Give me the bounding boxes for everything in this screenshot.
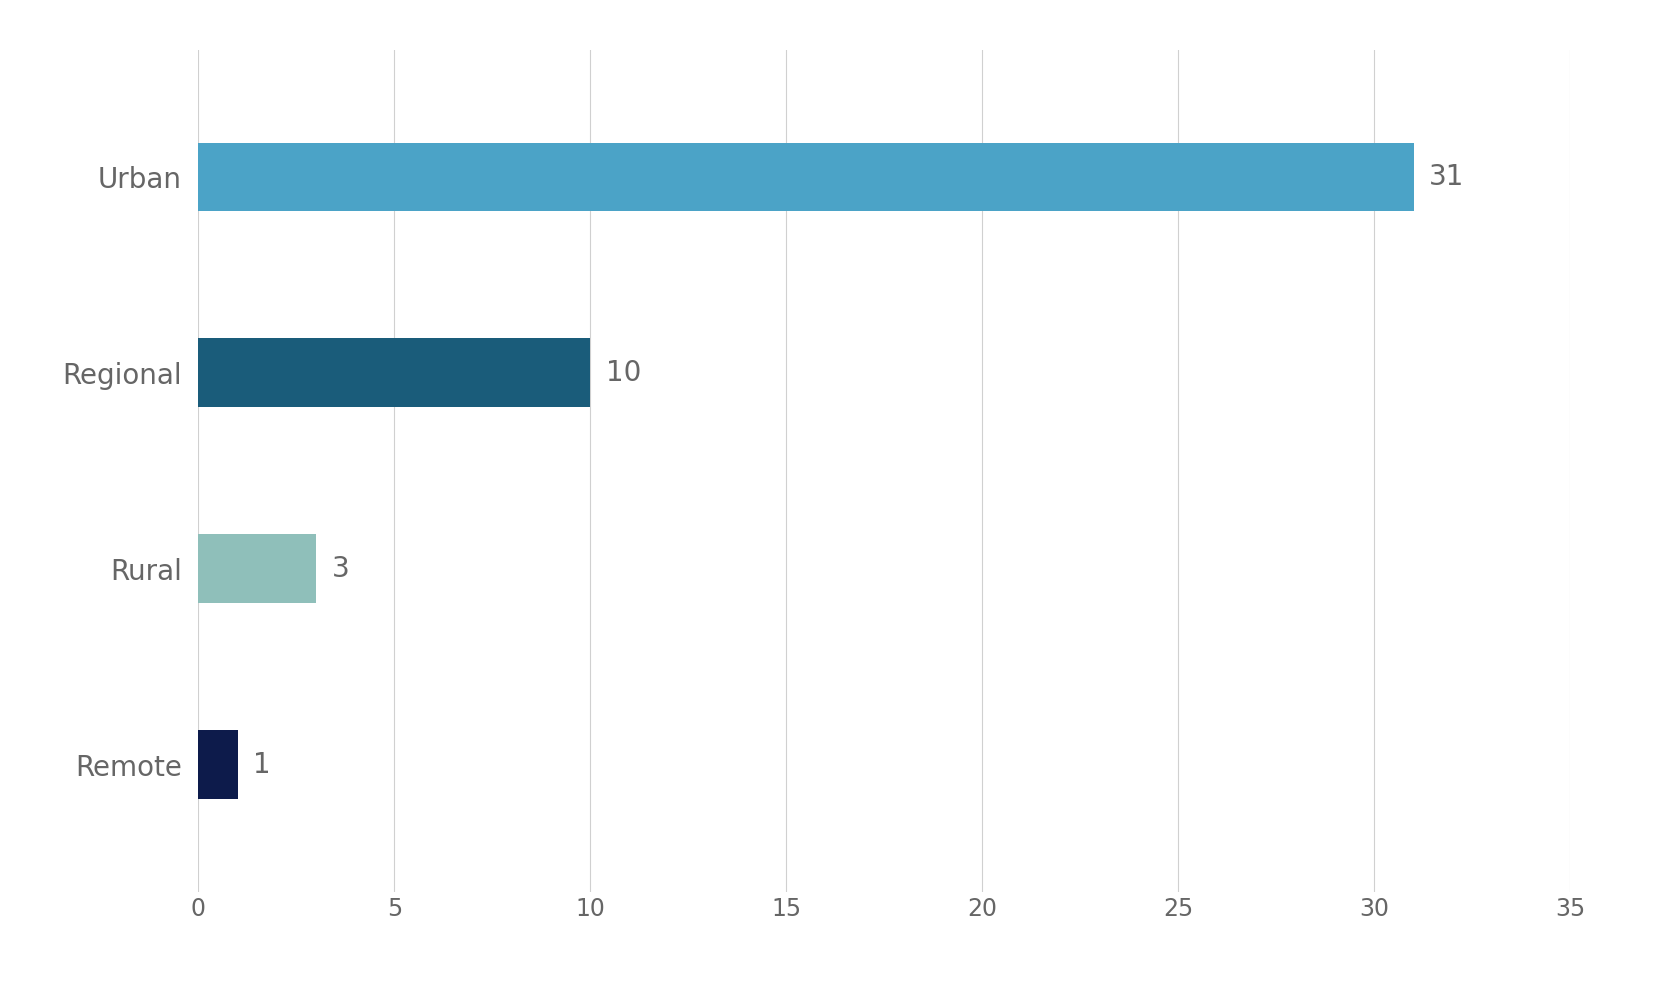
Bar (198, 730, 238, 799)
Text: 10: 10 (607, 359, 641, 386)
Bar (198, 339, 590, 407)
Text: 31: 31 (1430, 163, 1465, 191)
Text: 1: 1 (253, 750, 271, 779)
Bar (198, 143, 1413, 211)
Bar (198, 534, 316, 603)
Text: 3: 3 (332, 555, 349, 583)
